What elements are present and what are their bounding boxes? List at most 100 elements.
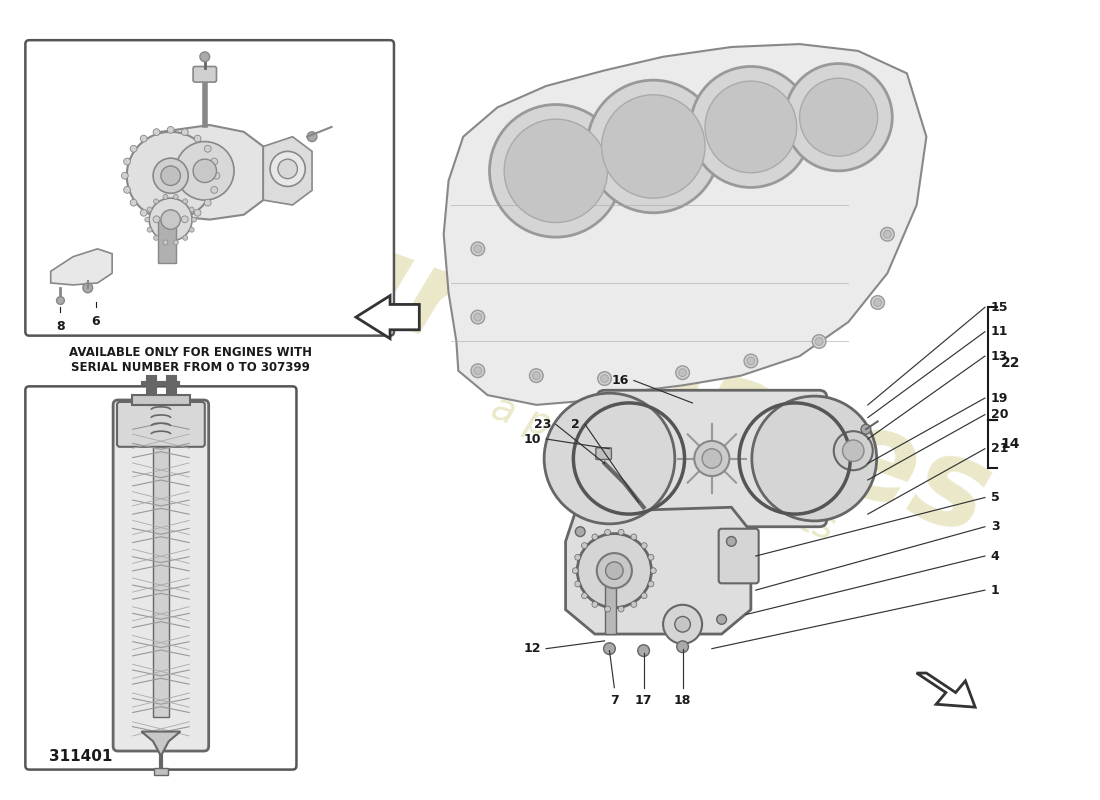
Circle shape: [578, 534, 651, 608]
Text: 8: 8: [56, 320, 65, 333]
Circle shape: [205, 146, 211, 152]
Circle shape: [161, 210, 180, 230]
Circle shape: [544, 393, 674, 524]
Circle shape: [471, 364, 485, 378]
Circle shape: [785, 63, 892, 171]
Polygon shape: [146, 125, 263, 219]
Circle shape: [474, 314, 482, 321]
Circle shape: [800, 78, 878, 156]
Text: 13: 13: [991, 350, 1008, 362]
Circle shape: [674, 617, 691, 632]
Circle shape: [195, 210, 201, 216]
Circle shape: [582, 593, 587, 598]
Circle shape: [871, 296, 884, 310]
Text: 10: 10: [524, 433, 541, 446]
Circle shape: [648, 554, 653, 560]
Text: 17: 17: [635, 694, 652, 707]
Circle shape: [182, 216, 188, 222]
Circle shape: [641, 593, 647, 598]
Circle shape: [618, 606, 624, 612]
Circle shape: [705, 81, 796, 173]
Circle shape: [532, 372, 540, 379]
Circle shape: [195, 135, 201, 142]
Circle shape: [605, 606, 610, 612]
Circle shape: [123, 186, 131, 194]
Bar: [153, 434, 168, 717]
Bar: [132, 395, 190, 405]
Circle shape: [679, 369, 686, 377]
Text: eurospares: eurospares: [222, 178, 1007, 562]
Circle shape: [605, 530, 610, 535]
Text: 6: 6: [91, 315, 100, 328]
Circle shape: [189, 207, 195, 212]
Circle shape: [648, 581, 653, 587]
Circle shape: [213, 172, 220, 179]
Polygon shape: [263, 137, 312, 205]
Circle shape: [130, 146, 138, 152]
FancyBboxPatch shape: [194, 66, 217, 82]
Circle shape: [471, 310, 485, 324]
Text: 12: 12: [524, 642, 541, 655]
Text: 19: 19: [991, 391, 1008, 405]
Text: 11: 11: [991, 326, 1009, 338]
Text: 21: 21: [991, 442, 1009, 455]
FancyBboxPatch shape: [25, 40, 394, 336]
Circle shape: [167, 218, 174, 225]
Circle shape: [717, 614, 726, 624]
Circle shape: [56, 297, 65, 305]
Circle shape: [183, 235, 188, 240]
Polygon shape: [565, 507, 751, 634]
Circle shape: [751, 396, 877, 521]
Circle shape: [147, 227, 152, 232]
Circle shape: [812, 334, 826, 348]
Circle shape: [883, 230, 891, 238]
Circle shape: [575, 581, 581, 587]
Text: 18: 18: [674, 694, 691, 707]
Circle shape: [726, 537, 736, 546]
Text: 15: 15: [991, 301, 1009, 314]
Circle shape: [747, 357, 755, 365]
Circle shape: [606, 562, 623, 579]
Circle shape: [815, 338, 823, 346]
Circle shape: [663, 605, 702, 644]
Circle shape: [575, 526, 585, 537]
Circle shape: [631, 534, 637, 540]
Circle shape: [163, 194, 168, 199]
Circle shape: [271, 151, 305, 186]
Circle shape: [153, 216, 159, 222]
Circle shape: [163, 240, 168, 245]
Text: 14: 14: [1001, 437, 1020, 451]
Circle shape: [601, 374, 608, 382]
Text: 5: 5: [991, 491, 1000, 504]
Circle shape: [174, 240, 178, 245]
Circle shape: [176, 142, 234, 200]
Circle shape: [691, 66, 812, 187]
Circle shape: [638, 645, 649, 657]
Circle shape: [572, 568, 579, 574]
Circle shape: [474, 245, 482, 253]
FancyBboxPatch shape: [718, 529, 759, 583]
Circle shape: [182, 129, 188, 135]
Circle shape: [154, 199, 158, 204]
Circle shape: [189, 227, 195, 232]
Circle shape: [650, 568, 657, 574]
Text: 3: 3: [991, 520, 1000, 534]
Circle shape: [597, 553, 631, 588]
Circle shape: [183, 199, 188, 204]
Circle shape: [592, 602, 597, 607]
Circle shape: [529, 369, 543, 382]
Circle shape: [153, 158, 188, 194]
Circle shape: [873, 298, 881, 306]
Text: 1: 1: [991, 584, 1000, 597]
Circle shape: [278, 159, 297, 178]
Text: 2: 2: [572, 418, 580, 431]
Polygon shape: [814, 408, 868, 510]
Circle shape: [145, 217, 150, 222]
Polygon shape: [142, 731, 180, 756]
Bar: [605, 586, 616, 634]
Circle shape: [504, 119, 607, 222]
Circle shape: [147, 207, 152, 212]
Circle shape: [154, 235, 158, 240]
Circle shape: [675, 366, 690, 379]
Circle shape: [602, 94, 705, 198]
